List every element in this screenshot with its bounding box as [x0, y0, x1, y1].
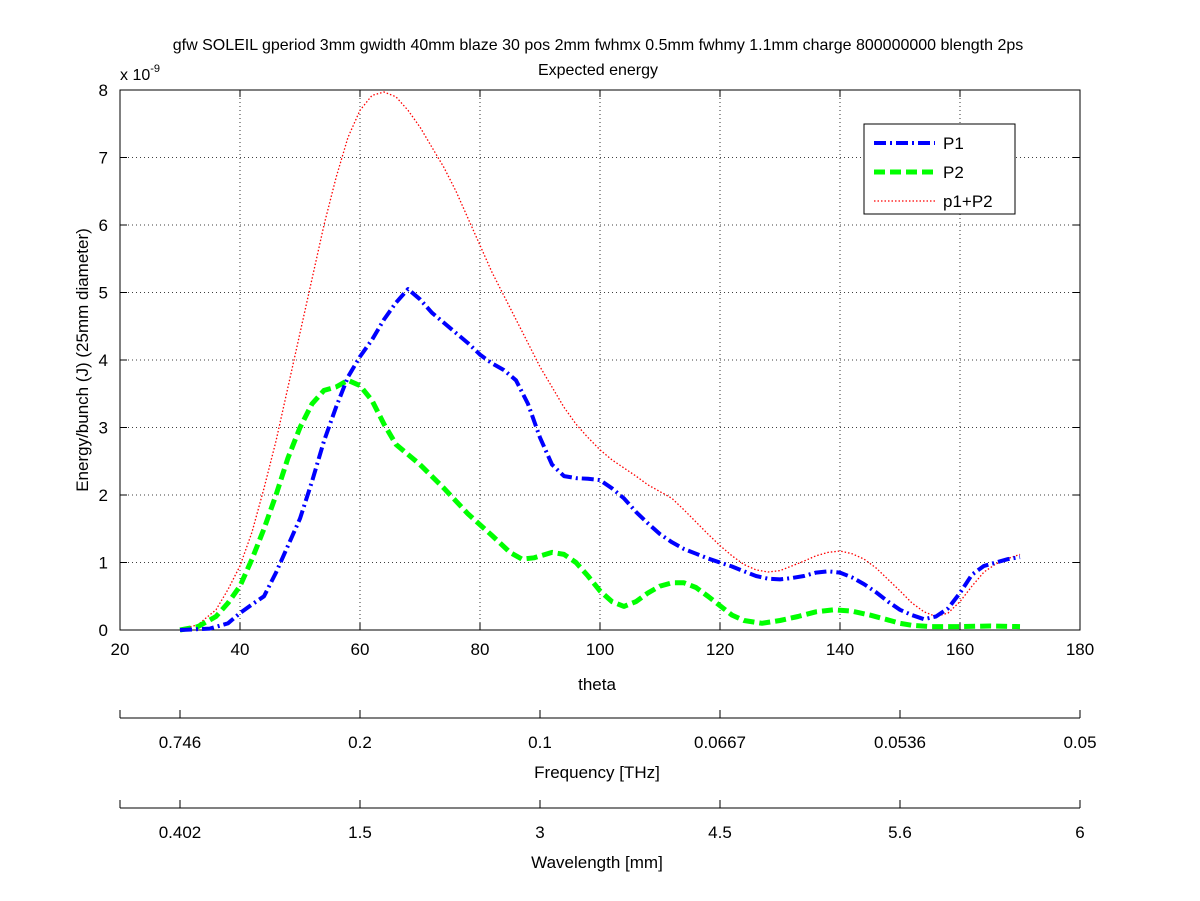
x-tick-label: 140: [826, 640, 854, 659]
x-tick-label: 60: [351, 640, 370, 659]
series-line-p1: [179, 287, 1021, 632]
secondary-axis-tick-label: 0.2: [348, 733, 372, 752]
legend-label: P1: [943, 134, 964, 153]
axis-ticks: 20 40 60 80 100 120 140 160 180 0 1 2 3 4 5 6 7 8: [99, 81, 1095, 659]
x-tick-label: 80: [471, 640, 490, 659]
x-axis-label: theta: [578, 675, 616, 694]
x-tick-label: 20: [111, 640, 130, 659]
secondary-axis-tick-label: 4.5: [708, 823, 732, 842]
x-tick-label: 160: [946, 640, 974, 659]
series-line-p2: [179, 377, 1021, 633]
y-tick-label: 8: [99, 81, 108, 100]
legend: P1 P2 p1+P2: [863, 123, 1016, 215]
x-tick-label: 100: [586, 640, 614, 659]
secondary-axis-tick-label: 3: [535, 823, 544, 842]
x-tick-label: 180: [1066, 640, 1094, 659]
y-tick-label: 6: [99, 216, 108, 235]
x-tick-label: 120: [706, 640, 734, 659]
y-tick-label: 4: [99, 351, 108, 370]
legend-label: p1+P2: [943, 192, 993, 211]
secondary-axis-tick-label: 0.402: [159, 823, 202, 842]
y-tick-label: 1: [99, 554, 108, 573]
secondary-axis-tick-label: 1.5: [348, 823, 372, 842]
legend-box: [863, 123, 1016, 215]
y-multiplier: x 10-9: [120, 63, 160, 84]
series-group: [179, 91, 1021, 633]
y-tick-label: 0: [99, 621, 108, 640]
secondary-axis-tick-label: 5.6: [888, 823, 912, 842]
secondary-axis-tick-label: 0.746: [159, 733, 202, 752]
chart-title: gfw SOLEIL gperiod 3mm gwidth 40mm blaze…: [173, 37, 1023, 54]
y-multiplier-base: x 10: [120, 67, 150, 84]
y-tick-label: 5: [99, 284, 108, 303]
y-tick-label: 2: [99, 486, 108, 505]
legend-label: P2: [943, 163, 964, 182]
y-multiplier-exponent: -9: [150, 63, 160, 75]
secondary-axis-tick-label: 0.1: [528, 733, 552, 752]
secondary-axes: 0.746 0.2 0.1 0.0667 0.0536 0.05 Frequency [TH…: [119, 710, 1097, 872]
secondary-axis-tick-label: 6: [1075, 823, 1084, 842]
x-tick-label: 40: [231, 640, 250, 659]
y-tick-label: 3: [99, 419, 108, 438]
secondary-axis-label: Frequency [THz]: [534, 763, 660, 782]
secondary-axis-label: Wavelength [mm]: [531, 853, 663, 872]
secondary-axis-tick-label: 0.0667: [694, 733, 746, 752]
series-line-p1-p2: [179, 91, 1021, 631]
y-axis-label: Energy/bunch (J) (25mm diameter): [73, 228, 92, 492]
secondary-axis-tick-label: 0.05: [1063, 733, 1096, 752]
y-tick-label: 7: [99, 149, 108, 168]
secondary-axis-tick-label: 0.0536: [874, 733, 926, 752]
chart-subtitle: Expected energy: [538, 62, 658, 79]
